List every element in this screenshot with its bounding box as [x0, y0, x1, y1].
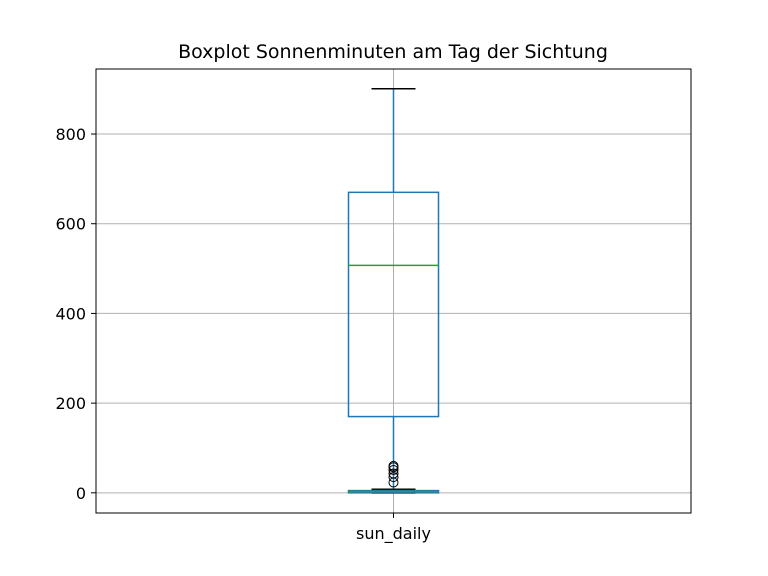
overlay-box-flier — [388, 460, 399, 471]
y-tick-label: 800 — [55, 125, 86, 144]
chart-title: Boxplot Sonnenminuten am Tag der Sichtun… — [178, 41, 608, 63]
overlay-box-flier — [388, 468, 399, 479]
box-0-box — [347, 191, 440, 418]
x-tick-label: sun_daily — [356, 524, 431, 544]
y-tick-label: 0 — [76, 484, 86, 503]
plot-area — [347, 87, 440, 494]
overlay-box-flier — [388, 472, 399, 483]
y-tick-label: 600 — [55, 215, 86, 234]
overlay-box-flier — [388, 464, 399, 475]
y-tick-label: 400 — [55, 304, 86, 323]
y-tick-label: 200 — [55, 394, 86, 413]
axes: 0 200 400 600 800 sun_daily — [55, 125, 431, 544]
